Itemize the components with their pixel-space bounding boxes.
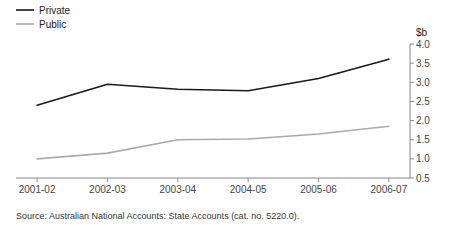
y-tick-label: 0.5	[416, 173, 430, 184]
y-tick	[410, 120, 414, 121]
x-tick-label: 2001-02	[19, 184, 56, 195]
y-tick-label: 2.5	[416, 96, 430, 107]
y-tick	[410, 82, 414, 83]
y-tick	[410, 101, 414, 102]
legend-swatch	[16, 9, 34, 11]
y-axis	[410, 44, 411, 178]
y-tick-label: 4.0	[416, 39, 430, 50]
x-tick-label: 2006-07	[371, 184, 408, 195]
y-tick	[410, 139, 414, 140]
legend-swatch	[16, 23, 34, 25]
y-tick	[410, 158, 414, 159]
x-tick	[107, 178, 108, 182]
y-tick	[410, 63, 414, 64]
y-axis-label: $b	[416, 27, 428, 38]
x-tick	[388, 178, 389, 182]
x-tick-label: 2004-05	[230, 184, 267, 195]
legend: Private Public	[16, 5, 71, 30]
source-note: Source: Australian National Accounts: St…	[16, 211, 299, 221]
x-tick	[318, 178, 319, 182]
y-tick-label: 2.0	[416, 115, 430, 126]
legend-label: Public	[39, 19, 66, 30]
y-tick-label: 1.0	[416, 153, 430, 164]
x-tick	[177, 178, 178, 182]
y-tick-label: 3.0	[416, 77, 430, 88]
y-tick-label: 3.5	[416, 58, 430, 69]
legend-label: Private	[39, 5, 71, 16]
series-line	[37, 126, 389, 159]
x-tick-label: 2003-04	[159, 184, 196, 195]
plot-area	[37, 59, 389, 159]
chart: 0.5 1.0 1.5 2.0 2.5 3.0 3.5 4.0 2001-02 2002-03 20…	[0, 0, 454, 227]
x-tick-label: 2005-06	[300, 184, 337, 195]
y-tick-label: 1.5	[416, 134, 430, 145]
x-tick-label: 2002-03	[89, 184, 126, 195]
series-line	[37, 59, 389, 105]
x-tick	[248, 178, 249, 182]
y-tick	[410, 44, 414, 45]
x-axis	[16, 178, 410, 179]
y-tick	[410, 178, 414, 179]
x-tick	[37, 178, 38, 182]
